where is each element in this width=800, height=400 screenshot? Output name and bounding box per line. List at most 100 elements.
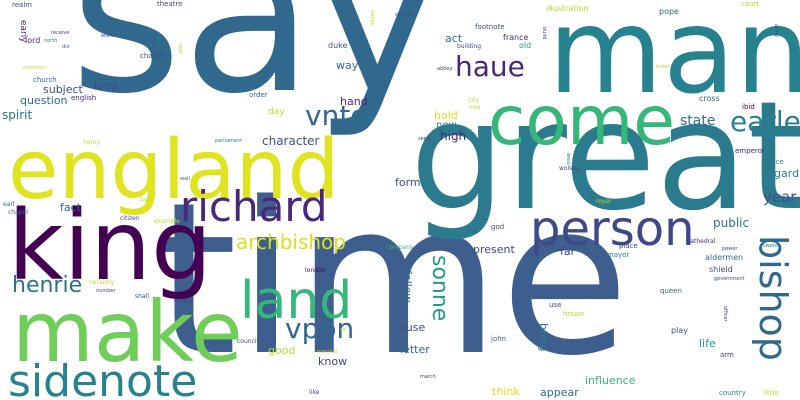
word-old: old	[519, 41, 532, 50]
word-church: church	[33, 76, 57, 84]
word-tower: tower	[656, 64, 671, 70]
word-person: person	[530, 201, 695, 257]
word-france: france	[503, 33, 529, 42]
word-fact: fact	[60, 201, 81, 214]
word-public: public	[713, 216, 750, 230]
word-high: high	[440, 129, 467, 143]
word-come: come	[488, 82, 676, 161]
word-order: order	[249, 91, 268, 99]
word-hold: hold	[434, 109, 458, 122]
word-vpon: vpon	[285, 312, 355, 345]
word-shall: shall	[135, 293, 149, 300]
word-bishop: bishop	[751, 235, 795, 361]
word-lord: lord	[25, 36, 41, 45]
word-south: south	[360, 115, 374, 121]
word-die: die	[62, 44, 70, 50]
word-send: send	[418, 136, 431, 142]
word-archbishop: archbishop	[236, 230, 346, 254]
word-country: country	[719, 389, 746, 397]
word-life: life	[699, 337, 716, 350]
word-character: character	[262, 134, 320, 148]
word-royal: royal	[596, 198, 611, 205]
word-court: court	[741, 0, 760, 8]
word-say: say	[70, 0, 442, 141]
word-footnote: footnote	[475, 23, 505, 31]
word-theatre: theatre	[157, 0, 183, 8]
word-work: work	[101, 33, 114, 39]
word-receive: receive	[51, 30, 70, 36]
word-citizen: citizen	[120, 215, 140, 222]
word-bring: bring	[537, 323, 550, 352]
word-long: long	[94, 79, 118, 92]
word-officer: officer	[722, 306, 728, 322]
word-parliament: parliament	[215, 138, 243, 144]
word-shield: shield	[709, 265, 733, 274]
word-sir: sir	[340, 327, 347, 333]
word-henrie: henrie	[12, 273, 83, 298]
word-earle: earle	[730, 105, 800, 138]
word-letter: letter	[400, 343, 430, 356]
word-play: play	[671, 326, 688, 335]
word-appear: appear	[540, 386, 579, 399]
word-use: use	[549, 301, 562, 309]
word-great: great	[410, 70, 800, 244]
word-wall: wall	[180, 176, 190, 182]
word-arm: arm	[720, 351, 734, 359]
word-land: land	[240, 271, 353, 331]
word-vnto: vnto	[305, 99, 368, 132]
word-illustration: illustration	[546, 4, 589, 13]
word-sidenote: sidenote	[8, 356, 198, 400]
word-little: little	[763, 389, 779, 397]
word-common: common	[23, 65, 45, 71]
word-time-small: time	[469, 105, 481, 111]
word-king: king	[8, 190, 213, 302]
word-prince: prince	[762, 158, 784, 166]
word-emperor: emperor	[735, 147, 765, 155]
word-sonne: sonne	[427, 255, 452, 322]
word-follow: follow	[401, 270, 414, 303]
word-man: man	[548, 0, 800, 120]
word-know: know	[318, 355, 348, 368]
word-badge: badge	[369, 10, 375, 26]
word-pope: pope	[659, 7, 679, 16]
word-day: day	[268, 107, 285, 117]
word-century: century	[395, 12, 415, 18]
word-council: council	[237, 338, 259, 345]
word-english: english	[71, 94, 97, 102]
word-marshal: marshal	[317, 349, 338, 355]
word-subject: subject	[43, 83, 83, 96]
word-like: like	[309, 389, 320, 396]
word-crest: crest	[155, 33, 161, 46]
word-cathedral: cathedral	[687, 238, 716, 245]
word-city: city	[468, 97, 479, 104]
word-charge: charge	[140, 52, 165, 60]
word-company: company	[386, 244, 414, 251]
word-march: march	[420, 374, 436, 380]
word-regard: regard	[763, 167, 800, 180]
word-sword: sword	[763, 243, 778, 249]
word-present: present	[473, 243, 515, 256]
word-power: power	[722, 246, 738, 252]
word-house: house	[563, 310, 585, 318]
word-time: time	[155, 157, 630, 400]
word-new: new	[436, 120, 457, 131]
word-form: form	[395, 176, 421, 189]
word-cause: cause	[393, 321, 426, 334]
word-year: year	[763, 188, 797, 206]
word-cross: cross	[699, 94, 720, 103]
word-spirit: spirit	[2, 108, 33, 122]
word-building: building	[457, 43, 482, 50]
word-seal: seal	[177, 43, 183, 54]
word-john: john	[491, 335, 507, 343]
word-build: build	[541, 27, 547, 40]
word-government: government	[714, 276, 745, 282]
word-mayor: mayor	[607, 251, 630, 259]
word-duke: duke	[328, 41, 348, 50]
word-far: far	[560, 245, 576, 258]
word-realm: realm	[12, 1, 33, 9]
word-army: army	[773, 24, 779, 37]
word-abbey: abbey	[437, 66, 453, 72]
word-queen: queen	[660, 287, 682, 295]
word-richard: richard	[180, 182, 328, 231]
